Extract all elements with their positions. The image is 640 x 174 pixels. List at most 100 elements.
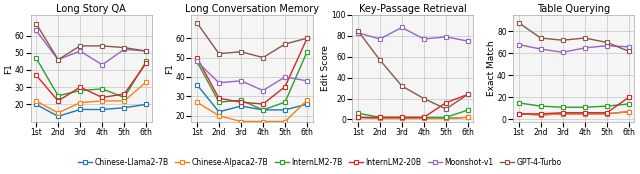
Y-axis label: Edit Score: Edit Score bbox=[321, 45, 330, 91]
Title: Long Conversation Memory: Long Conversation Memory bbox=[185, 4, 319, 14]
Chinese-Llama2-7B bbox=[376, 117, 383, 119]
Moonshot-v1 bbox=[303, 80, 311, 82]
Moonshot-v1 bbox=[76, 50, 84, 52]
InternLM2-7B bbox=[76, 90, 84, 92]
Chinese-Alpaca2-7B bbox=[32, 100, 40, 102]
Chinese-Alpaca2-7B bbox=[625, 111, 632, 113]
Moonshot-v1 bbox=[464, 40, 472, 42]
InternLM2-20B bbox=[376, 116, 383, 118]
Chinese-Llama2-7B bbox=[464, 116, 472, 118]
Chinese-Alpaca2-7B bbox=[581, 113, 589, 115]
Line: InternLM2-20B: InternLM2-20B bbox=[356, 93, 470, 119]
InternLM2-20B bbox=[354, 116, 362, 118]
Chinese-Alpaca2-7B bbox=[464, 116, 472, 118]
InternLM2-20B bbox=[120, 93, 128, 95]
Chinese-Llama2-7B bbox=[420, 117, 428, 119]
GPT-4-Turbo bbox=[237, 51, 245, 53]
Chinese-Llama2-7B bbox=[303, 103, 311, 105]
Chinese-Alpaca2-7B bbox=[120, 100, 128, 102]
GPT-4-Turbo bbox=[420, 97, 428, 100]
GPT-4-Turbo bbox=[99, 45, 106, 47]
Line: InternLM2-20B: InternLM2-20B bbox=[517, 96, 630, 116]
GPT-4-Turbo bbox=[581, 37, 589, 39]
GPT-4-Turbo bbox=[464, 93, 472, 95]
Moonshot-v1 bbox=[120, 48, 128, 50]
InternLM2-7B bbox=[259, 109, 267, 111]
Chinese-Llama2-7B bbox=[281, 109, 289, 111]
Chinese-Llama2-7B bbox=[442, 117, 450, 119]
Chinese-Alpaca2-7B bbox=[143, 81, 150, 83]
Chinese-Alpaca2-7B bbox=[376, 117, 383, 119]
InternLM2-20B bbox=[625, 96, 632, 98]
Line: InternLM2-20B: InternLM2-20B bbox=[195, 37, 309, 106]
Moonshot-v1 bbox=[376, 38, 383, 40]
Moonshot-v1 bbox=[603, 45, 611, 47]
Line: Chinese-Llama2-7B: Chinese-Llama2-7B bbox=[517, 110, 630, 117]
Chinese-Alpaca2-7B bbox=[76, 102, 84, 104]
Chinese-Llama2-7B bbox=[215, 111, 223, 113]
Title: Long Story QA: Long Story QA bbox=[56, 4, 126, 14]
GPT-4-Turbo bbox=[559, 39, 566, 41]
InternLM2-20B bbox=[603, 112, 611, 114]
Moonshot-v1 bbox=[581, 47, 589, 49]
Line: Chinese-Alpaca2-7B: Chinese-Alpaca2-7B bbox=[356, 116, 470, 120]
Line: Moonshot-v1: Moonshot-v1 bbox=[195, 60, 309, 92]
Chinese-Alpaca2-7B bbox=[420, 117, 428, 119]
GPT-4-Turbo bbox=[303, 37, 311, 39]
Chinese-Llama2-7B bbox=[143, 103, 150, 105]
InternLM2-7B bbox=[376, 116, 383, 118]
Moonshot-v1 bbox=[559, 51, 566, 53]
Line: Chinese-Llama2-7B: Chinese-Llama2-7B bbox=[35, 103, 148, 118]
GPT-4-Turbo bbox=[442, 108, 450, 110]
Line: GPT-4-Turbo: GPT-4-Turbo bbox=[35, 22, 148, 61]
Moonshot-v1 bbox=[442, 36, 450, 38]
InternLM2-7B bbox=[281, 101, 289, 103]
Chinese-Llama2-7B bbox=[32, 103, 40, 105]
InternLM2-7B bbox=[143, 60, 150, 62]
Moonshot-v1 bbox=[259, 89, 267, 92]
GPT-4-Turbo bbox=[143, 50, 150, 52]
Line: Moonshot-v1: Moonshot-v1 bbox=[356, 26, 470, 43]
InternLM2-7B bbox=[215, 101, 223, 103]
Line: InternLM2-7B: InternLM2-7B bbox=[517, 101, 630, 109]
Moonshot-v1 bbox=[537, 48, 545, 50]
Line: Moonshot-v1: Moonshot-v1 bbox=[517, 43, 630, 54]
InternLM2-20B bbox=[193, 57, 201, 59]
Chinese-Alpaca2-7B bbox=[559, 113, 566, 115]
InternLM2-20B bbox=[464, 93, 472, 95]
GPT-4-Turbo bbox=[215, 53, 223, 55]
Chinese-Alpaca2-7B bbox=[354, 116, 362, 118]
Line: Chinese-Alpaca2-7B: Chinese-Alpaca2-7B bbox=[195, 98, 309, 123]
Chinese-Llama2-7B bbox=[398, 117, 406, 119]
InternLM2-7B bbox=[354, 112, 362, 114]
InternLM2-7B bbox=[625, 103, 632, 105]
InternLM2-7B bbox=[237, 99, 245, 101]
Moonshot-v1 bbox=[420, 38, 428, 40]
Line: Chinese-Llama2-7B: Chinese-Llama2-7B bbox=[195, 83, 309, 114]
Moonshot-v1 bbox=[193, 60, 201, 62]
Moonshot-v1 bbox=[54, 59, 62, 61]
InternLM2-7B bbox=[32, 57, 40, 59]
Chinese-Llama2-7B bbox=[237, 105, 245, 107]
InternLM2-7B bbox=[603, 105, 611, 107]
Line: Chinese-Alpaca2-7B: Chinese-Alpaca2-7B bbox=[35, 80, 148, 115]
InternLM2-7B bbox=[537, 105, 545, 107]
Chinese-Alpaca2-7B bbox=[442, 117, 450, 119]
Chinese-Llama2-7B bbox=[581, 113, 589, 115]
InternLM2-20B bbox=[259, 103, 267, 105]
Chinese-Llama2-7B bbox=[76, 108, 84, 110]
InternLM2-7B bbox=[398, 116, 406, 118]
Moonshot-v1 bbox=[32, 29, 40, 31]
InternLM2-20B bbox=[54, 100, 62, 102]
Chinese-Llama2-7B bbox=[354, 116, 362, 118]
InternLM2-20B bbox=[442, 102, 450, 104]
InternLM2-7B bbox=[442, 116, 450, 118]
GPT-4-Turbo bbox=[76, 45, 84, 47]
Moonshot-v1 bbox=[237, 80, 245, 82]
Moonshot-v1 bbox=[625, 46, 632, 48]
Chinese-Alpaca2-7B bbox=[237, 120, 245, 122]
GPT-4-Turbo bbox=[193, 22, 201, 24]
Moonshot-v1 bbox=[281, 76, 289, 78]
GPT-4-Turbo bbox=[354, 30, 362, 32]
InternLM2-7B bbox=[464, 109, 472, 111]
